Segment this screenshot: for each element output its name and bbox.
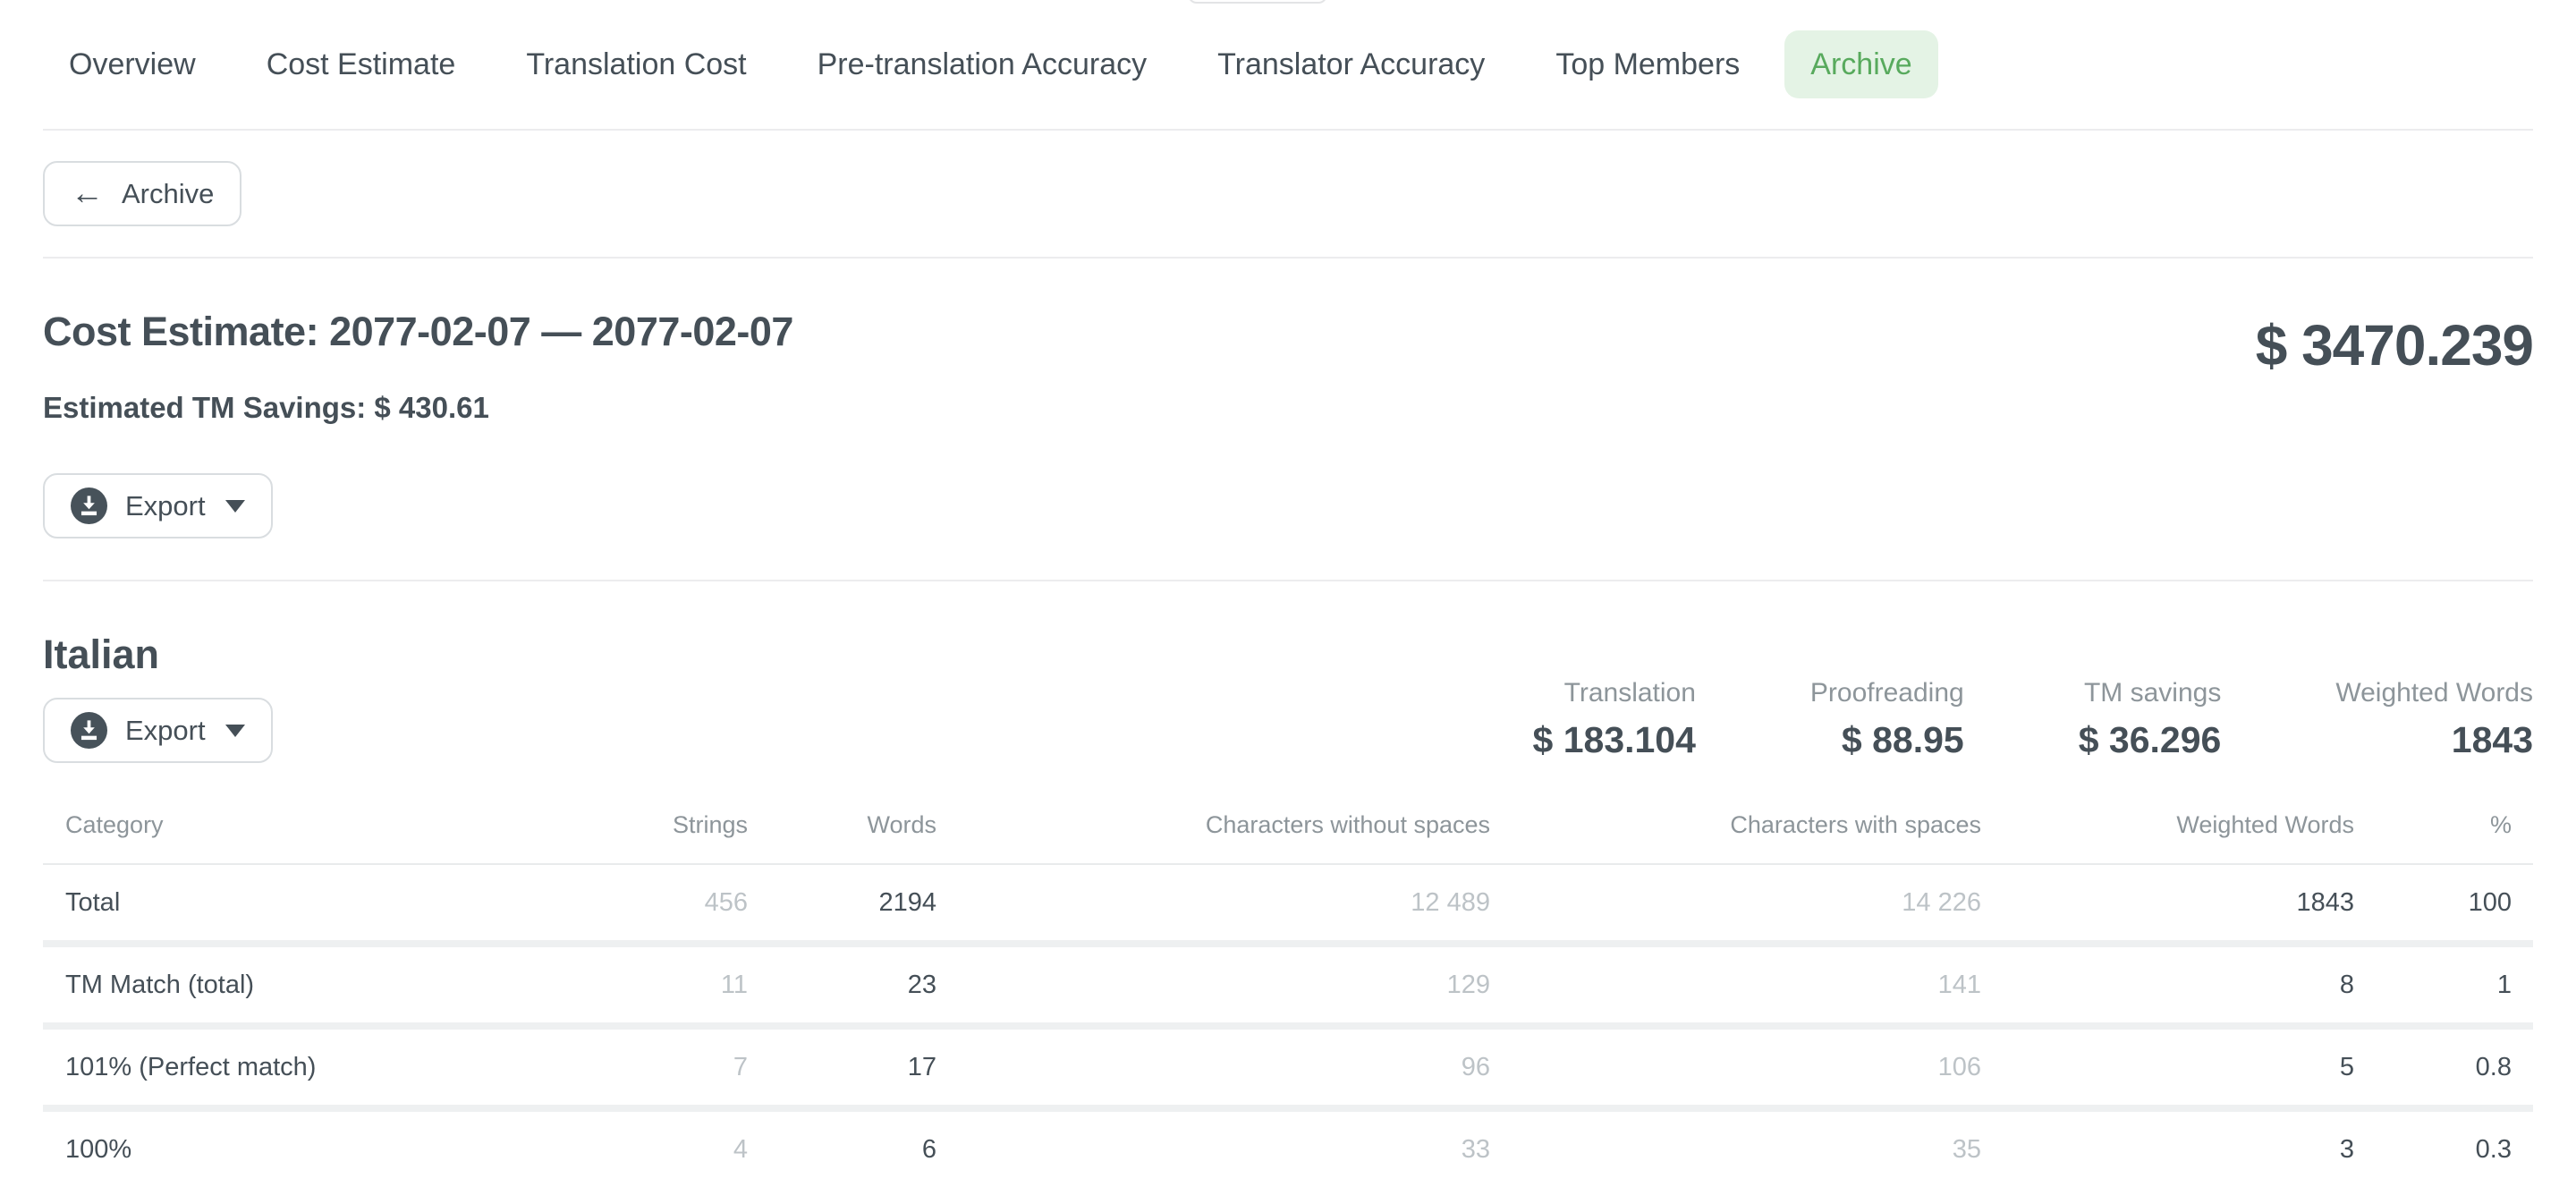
tab-top-members[interactable]: Top Members <box>1555 47 1741 81</box>
export-label: Export <box>125 714 206 746</box>
row-chars-with-spaces: 106 <box>1937 1052 1981 1081</box>
row-strings: 4 <box>733 1134 748 1164</box>
table-row-total: Total 456 2194 12 489 14 226 1843 100 <box>43 865 2533 940</box>
tabbar-divider <box>43 129 2533 131</box>
export-label: Export <box>125 489 206 521</box>
popover-remnant <box>1188 0 1327 4</box>
stat-translation: Translation $ 183.104 <box>1533 678 1696 761</box>
stat-label: Proofreading <box>1809 678 1964 708</box>
stat-value: 1843 <box>2451 719 2533 760</box>
table-row-101-perfect-match: 101% (Perfect match) 7 17 96 106 5 0.8 <box>43 1030 2533 1105</box>
stat-weighted-words: Weighted Words 1843 <box>2335 678 2533 761</box>
tab-pre-translation-accuracy[interactable]: Pre-translation Accuracy <box>817 47 1148 81</box>
download-circle-icon <box>71 488 107 524</box>
col-header-chars-with-spaces: Characters with spaces <box>1730 810 1981 838</box>
stat-label: TM savings <box>2083 678 2222 708</box>
report-tabs: Overview Cost Estimate Translation Cost … <box>0 0 2576 129</box>
section-divider-1 <box>43 257 2533 259</box>
col-header-weighted-words: Weighted Words <box>2176 810 2354 838</box>
cost-category-table: Category Strings Words Characters withou… <box>43 786 2533 1187</box>
row-category: 101% (Perfect match) <box>65 1052 317 1081</box>
row-strings: 11 <box>720 970 748 999</box>
row-chars-with-spaces: 14 226 <box>1902 887 1981 917</box>
row-percent: 0.3 <box>2475 1134 2512 1164</box>
arrow-left-icon: ← <box>71 174 104 211</box>
row-category: TM Match (total) <box>65 970 255 999</box>
table-row-100: 100% 4 6 33 35 3 0.3 <box>43 1112 2533 1187</box>
row-weighted-words: 1843 <box>2296 887 2354 917</box>
tab-archive[interactable]: Archive <box>1784 30 1938 98</box>
row-weighted-words: 5 <box>2339 1052 2354 1081</box>
row-chars-without-spaces: 12 489 <box>1411 887 1490 917</box>
total-cost-value: $ 3470.239 <box>2255 313 2534 377</box>
archive-back-label: Archive <box>122 177 215 209</box>
row-percent: 1 <box>2496 970 2512 999</box>
language-name: Italian <box>43 632 160 677</box>
col-header-words: Words <box>867 810 936 838</box>
stat-proofreading: Proofreading $ 88.95 <box>1810 678 1964 761</box>
col-header-chars-without-spaces: Characters without spaces <box>1205 810 1490 838</box>
row-separator <box>43 1105 2533 1112</box>
tab-translation-cost[interactable]: Translation Cost <box>526 47 747 81</box>
row-words: 23 <box>907 970 936 999</box>
tab-overview[interactable]: Overview <box>69 47 196 81</box>
row-category: Total <box>65 887 121 917</box>
col-header-category: Category <box>65 810 164 838</box>
archive-back-button[interactable]: ← Archive <box>43 161 242 226</box>
export-button[interactable]: Export <box>43 473 273 538</box>
row-chars-with-spaces: 141 <box>1937 970 1981 999</box>
download-circle-icon <box>71 712 107 749</box>
row-separator <box>43 940 2533 947</box>
row-words: 2194 <box>878 887 936 917</box>
stat-value: $ 183.104 <box>1532 719 1696 760</box>
language-stats: Translation $ 183.104 Proofreading $ 88.… <box>1533 678 2533 763</box>
row-percent: 100 <box>2468 887 2512 917</box>
row-chars-without-spaces: 129 <box>1446 970 1490 999</box>
table-header-row: Category Strings Words Characters withou… <box>43 786 2533 865</box>
section-divider-2 <box>43 580 2533 581</box>
row-chars-with-spaces: 35 <box>1952 1134 1981 1164</box>
tab-translator-accuracy[interactable]: Translator Accuracy <box>1217 47 1486 81</box>
row-weighted-words: 3 <box>2339 1134 2354 1164</box>
language-export-button[interactable]: Export <box>43 698 273 763</box>
tm-savings-text: Estimated TM Savings: $ 430.61 <box>43 391 489 424</box>
row-words: 6 <box>921 1134 936 1164</box>
stat-tm-savings: TM savings $ 36.296 <box>2079 678 2222 761</box>
stat-value: $ 36.296 <box>2078 719 2222 760</box>
stat-label: Translation <box>1563 678 1696 708</box>
row-percent: 0.8 <box>2475 1052 2512 1081</box>
col-header-strings: Strings <box>672 810 748 838</box>
row-chars-without-spaces: 96 <box>1461 1052 1490 1081</box>
col-header-percent: % <box>2489 810 2512 838</box>
back-row: ← Archive <box>0 131 2576 257</box>
row-strings: 456 <box>704 887 748 917</box>
cost-estimate-title: Cost Estimate: 2077-02-07 — 2077-02-07 <box>43 309 793 354</box>
row-words: 17 <box>907 1052 936 1081</box>
chevron-down-icon <box>225 724 245 737</box>
row-category: 100% <box>65 1134 132 1164</box>
language-section: Italian Export Translation $ 183.104 Pro… <box>0 581 2576 763</box>
row-strings: 7 <box>733 1052 748 1081</box>
stat-label: Weighted Words <box>2335 678 2533 708</box>
tab-cost-estimate[interactable]: Cost Estimate <box>266 47 456 81</box>
cost-estimate-section: Cost Estimate: 2077-02-07 — 2077-02-07 E… <box>0 259 2576 580</box>
chevron-down-icon <box>225 499 245 513</box>
row-separator <box>43 1022 2533 1030</box>
stat-value: $ 88.95 <box>1841 719 1964 760</box>
row-chars-without-spaces: 33 <box>1461 1134 1490 1164</box>
row-weighted-words: 8 <box>2339 970 2354 999</box>
table-row-tm-match: TM Match (total) 11 23 129 141 8 1 <box>43 947 2533 1022</box>
